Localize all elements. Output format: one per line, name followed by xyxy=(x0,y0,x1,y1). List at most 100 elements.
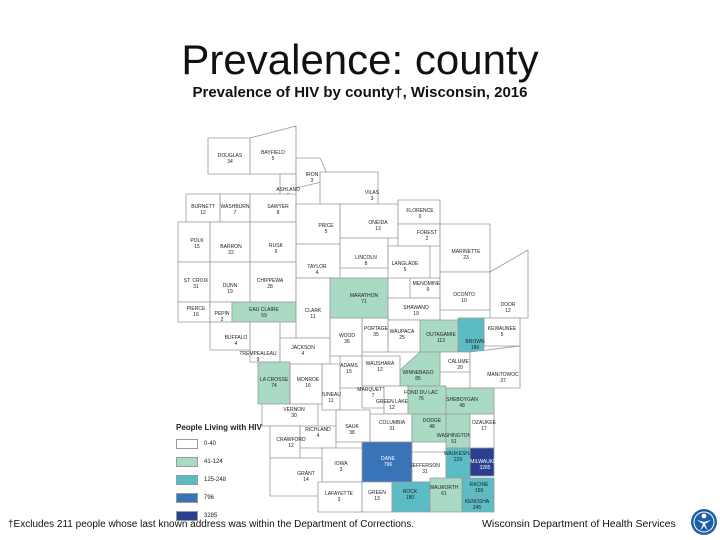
county-value-taylor: 4 xyxy=(316,270,319,276)
county-value-pepin: 2 xyxy=(221,317,224,323)
county-name-florence: FLORENCE xyxy=(406,208,434,214)
legend-label: 0-40 xyxy=(204,441,217,447)
county-value-sauk: 38 xyxy=(349,430,355,436)
county-value-dunn: 19 xyxy=(227,289,233,295)
county-value-menominee: 6 xyxy=(427,287,430,293)
county-value-green: 13 xyxy=(374,496,380,502)
county-name-barron: BARRON xyxy=(220,244,242,250)
county-value-buffalo: 4 xyxy=(235,341,238,347)
county-name-fond-du-lac: FOND DU LAC xyxy=(404,390,438,396)
legend-label: 41-124 xyxy=(204,459,223,465)
county-name-portage: PORTAGE xyxy=(364,326,389,332)
county-name-milwaukee: MILWAUKEE xyxy=(470,459,500,465)
county-value-outagamie: 113 xyxy=(437,338,445,344)
county-value-eau-claire: 59 xyxy=(261,313,267,319)
county-name-trempealeau: TREMPEALEAU xyxy=(239,351,277,357)
county-kenosha xyxy=(461,495,495,513)
county-value-sheboygan: 48 xyxy=(459,403,465,409)
county-name-brown: BROWN xyxy=(465,339,485,345)
county-milwaukee xyxy=(469,447,495,477)
county-name-menominee: MENOMINEE xyxy=(413,281,445,287)
county-value-door: 12 xyxy=(505,308,511,314)
legend-label: 125-248 xyxy=(204,477,227,483)
county-value-fond-du-lac: 76 xyxy=(418,396,424,402)
county-name-vernon: VERNON xyxy=(283,407,305,413)
county-name-bayfield: BAYFIELD xyxy=(261,150,285,156)
county-value-langlade: 5 xyxy=(404,267,407,273)
county-dunn xyxy=(209,261,251,303)
county-value-lincoln: 8 xyxy=(365,261,368,267)
legend-swatch xyxy=(176,511,198,521)
county-value-bayfield: 5 xyxy=(272,156,275,162)
legend-label: 3285 xyxy=(204,513,218,519)
county-name-douglas: DOUGLAS xyxy=(218,153,243,159)
county-value-washington: 51 xyxy=(451,439,457,445)
county-value-marinette: 23 xyxy=(463,255,469,261)
county-value-pierce: 16 xyxy=(193,312,199,318)
county-name-langlade: LANGLADE xyxy=(392,261,419,267)
county-value-trempealeau: 9 xyxy=(257,357,260,363)
county-name-monroe: MONROE xyxy=(297,377,320,383)
county-value-marquette: 7 xyxy=(372,393,375,399)
county-value-forest: 2 xyxy=(426,236,429,242)
county-value-crawford: 12 xyxy=(288,443,294,449)
county-value-rock: 180 xyxy=(406,495,415,501)
county-value-la-crosse: 74 xyxy=(271,383,277,389)
county-value-columbia: 31 xyxy=(389,426,395,432)
county-value-grant: 14 xyxy=(303,477,309,483)
county-name-taylor: TAYLOR xyxy=(307,264,327,270)
footnote: †Excludes 211 people whose last known ad… xyxy=(8,519,415,530)
county-value-adams: 15 xyxy=(346,369,352,375)
county-name-washburn: WASHBURN xyxy=(221,204,250,210)
county-value-barron: 22 xyxy=(228,250,234,256)
legend-item-1: 41-124 xyxy=(176,456,272,468)
county-name-rock: ROCK xyxy=(403,489,418,495)
county-value-portage: 35 xyxy=(373,332,379,338)
county-name-sauk: SAUK xyxy=(345,424,359,430)
county-name-chippewa: CHIPPEWA xyxy=(257,278,284,284)
county-name-pierce: PIERCE xyxy=(187,306,206,312)
county-name-washington: WASHINGTON xyxy=(437,433,472,439)
county-name-jefferson: JEFFERSON xyxy=(410,463,440,469)
legend-item-2: 125-248 xyxy=(176,474,272,486)
county-value-price: 5 xyxy=(325,229,328,235)
county-value-iron: 3 xyxy=(311,178,314,184)
county-name-kenosha: KENOSHA xyxy=(465,499,490,505)
county-name-dodge: DODGE xyxy=(423,418,442,424)
county-value-winnebago: 85 xyxy=(415,376,421,382)
county-value-ozaukee: 17 xyxy=(481,426,487,432)
county-door xyxy=(489,249,529,319)
county-value-chippewa: 28 xyxy=(267,284,273,290)
county-name-oneida: ONEIDA xyxy=(368,220,388,226)
county-value-milwaukee: 3285 xyxy=(479,465,490,471)
county-value-walworth: 61 xyxy=(441,491,447,497)
county-name-door: DOOR xyxy=(501,302,516,308)
county-value-vilas: 3 xyxy=(371,196,374,202)
county-value-douglas: 34 xyxy=(227,159,233,165)
county-name-sawyer: SAWYER xyxy=(267,204,289,210)
county-value-vernon: 30 xyxy=(291,413,297,419)
county-name-calumet: CALUMET xyxy=(448,359,472,365)
county-name-dunn: DUNN xyxy=(223,283,238,289)
county-value-st-croix: 31 xyxy=(193,284,199,290)
county-washington xyxy=(445,413,471,449)
county-name-forest: FOREST xyxy=(417,230,437,236)
county-name-waupaca: WAUPACA xyxy=(390,329,415,335)
county-name-walworth: WALWORTH xyxy=(429,485,458,491)
county-name-oconto: OCONTO xyxy=(453,292,475,298)
agency-logo-icon xyxy=(691,509,717,535)
county-value-wood: 36 xyxy=(344,339,350,345)
county-name-richland: RICHLAND xyxy=(305,427,331,433)
county-name-buffalo: BUFFALO xyxy=(225,335,248,341)
county-grant xyxy=(269,457,323,497)
county-value-clark: 11 xyxy=(310,314,315,320)
county-value-jackson: 4 xyxy=(302,351,305,357)
county-name-dane: DANE xyxy=(381,456,396,462)
county-name-clark: CLARK xyxy=(305,308,322,314)
county-value-sawyer: 8 xyxy=(277,210,280,216)
legend-item-3: 796 xyxy=(176,492,272,504)
county-name-polk: POLK xyxy=(190,238,204,244)
map-legend: People Living with HIV 0-40 41-124 125-2… xyxy=(176,423,272,528)
county-value-florence: 0 xyxy=(419,214,422,220)
county-name-waukesha: WAUKESHA xyxy=(444,451,473,457)
